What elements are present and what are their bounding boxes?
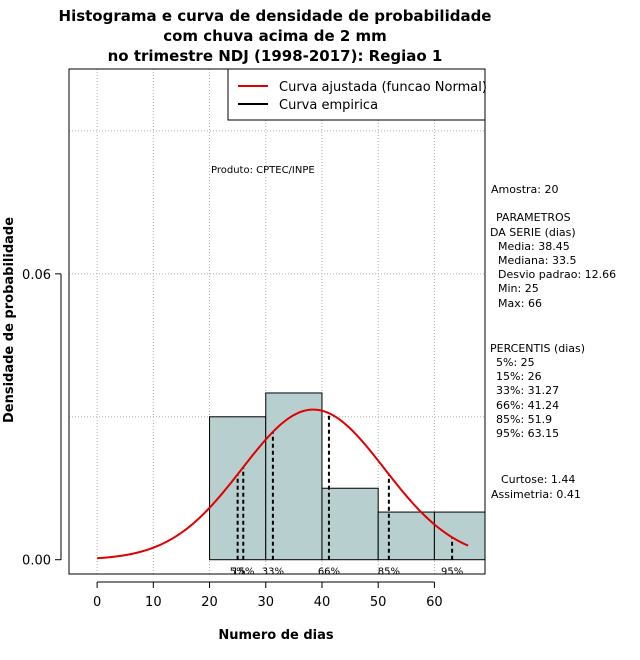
percentile-label-85%: 85% — [378, 567, 400, 578]
stat-perc-title: PERCENTIS (dias) — [490, 342, 585, 355]
y-axis-label: Densidade de probabilidade — [2, 217, 17, 423]
stat-param-title-1: PARAMETROS — [496, 211, 571, 224]
stat-p85: 85%: 51.9 — [496, 413, 552, 426]
stat-p33: 33%: 31.27 — [496, 384, 559, 397]
x-tick-label: 30 — [257, 595, 274, 610]
percentile-label-95%: 95% — [441, 567, 463, 578]
stat-min: Min: 25 — [498, 282, 539, 295]
x-tick-label: 0 — [93, 595, 101, 610]
legend-box — [227, 68, 486, 121]
bars-layer — [209, 392, 486, 561]
stats-panel: Amostra: 20 PARAMETROS DA SERIE (dias) M… — [490, 183, 616, 501]
histogram-bar-2 — [321, 487, 379, 561]
x-tick-label: 10 — [145, 595, 162, 610]
stat-amostra: Amostra: 20 — [491, 183, 558, 196]
stat-assimetria: Assimetria: 0.41 — [491, 488, 581, 501]
curve-layer — [97, 408, 469, 560]
stat-p5: 5%: 25 — [496, 356, 535, 369]
stat-p95: 95%: 63.15 — [496, 427, 559, 440]
stat-p15: 15%: 26 — [496, 370, 542, 383]
legend-fitted-label: Curva ajustada (funcao Normal) — [279, 80, 487, 95]
x-tick-label: 50 — [370, 595, 387, 610]
percentile-label-33%: 33% — [262, 567, 284, 578]
fitted-normal-curve — [97, 408, 469, 560]
y-tick-label: 0.00 — [22, 554, 51, 569]
stat-param-title-2: DA SERIE (dias) — [490, 226, 576, 239]
product-annotation: Produto: CPTEC/INPE — [211, 165, 315, 176]
x-tick-label: 20 — [201, 595, 218, 610]
legend-empirical-label: Curva empirica — [279, 98, 378, 113]
axis-layer: 0 10 20 30 40 50 60 0.00 0.06 — [22, 268, 443, 610]
chart-title-line-2: com chuva acima de 2 mm — [163, 27, 387, 45]
grid-layer — [69, 69, 485, 574]
x-axis-label: Numero de dias — [218, 628, 334, 643]
stat-curtose: Curtose: 1.44 — [501, 473, 575, 486]
stat-mediana: Mediana: 33.5 — [498, 254, 576, 267]
x-tick-label: 60 — [426, 595, 443, 610]
chart-title-line-1: Histograma e curva de densidade de proba… — [59, 7, 492, 25]
y-tick-label: 0.06 — [22, 268, 51, 283]
histogram-bar-3 — [377, 511, 435, 561]
percentile-label-5%: 5% — [230, 567, 246, 578]
percentile-lines-layer: 5%15% 33% 66% 85% 95% — [230, 413, 463, 578]
chart-title-line-3: no trimestre NDJ (1998-2017): Regiao 1 — [108, 47, 443, 65]
stat-p66: 66%: 41.24 — [496, 399, 559, 412]
histogram-bar-4 — [433, 511, 486, 561]
x-tick-label: 40 — [314, 595, 331, 610]
percentile-label-15%: 15% — [232, 567, 254, 578]
histogram-bar-1 — [265, 392, 323, 561]
stat-media: Media: 38.45 — [498, 240, 570, 253]
stat-max: Max: 66 — [498, 297, 542, 310]
percentile-label-66%: 66% — [318, 567, 340, 578]
legend: Curva ajustada (funcao Normal) Curva emp… — [227, 68, 487, 121]
stat-desvio: Desvio padrao: 12.66 — [498, 268, 616, 281]
